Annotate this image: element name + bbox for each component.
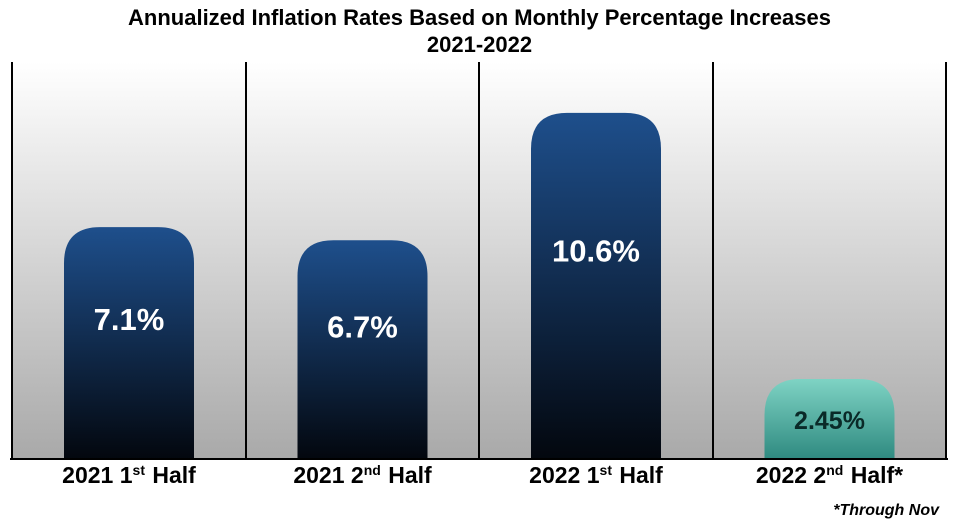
x-tick-label-main: 2021 2 [293,462,364,488]
x-tick-label-suffix: Half [612,462,663,488]
x-tick-label-ordinal: nd [363,462,381,478]
chart-title: Annualized Inflation Rates Based on Mont… [0,4,959,58]
bar-value-label-4: 2.45% [794,407,865,435]
bar-4 [764,379,895,459]
chart-title-line2: 2021-2022 [426,32,533,57]
x-tick-label-ordinal: st [132,462,145,478]
x-tick-label-suffix: Half [145,462,196,488]
bar-value-label-3: 10.6% [552,233,640,268]
x-tick-label-main: 2022 2 [755,462,827,488]
x-tick-label-suffix: Half [381,462,432,488]
x-tick-label-main: 2021 1 [62,462,133,488]
x-tick-label-ordinal: st [599,462,612,478]
x-tick-label-1: 2021 1st Half [13,462,245,489]
bar-3 [531,112,661,459]
bar-1 [64,227,194,459]
chart-title-line1: Annualized Inflation Rates Based on Mont… [128,5,831,30]
x-tick-label-4: 2022 2nd Half* [714,462,946,489]
x-tick-label-3: 2022 1st Half [480,462,712,489]
bar-value-label-1: 7.1% [94,302,165,337]
x-tick-label-suffix: Half* [844,462,904,488]
bar-value-label-2: 6.7% [327,310,398,345]
x-tick-label-main: 2022 1 [529,462,600,488]
x-tick-label-2: 2021 2nd Half [247,462,479,489]
bar-2 [297,240,428,459]
x-tick-label-ordinal: nd [826,462,844,478]
footnote: *Through Nov [833,502,939,519]
